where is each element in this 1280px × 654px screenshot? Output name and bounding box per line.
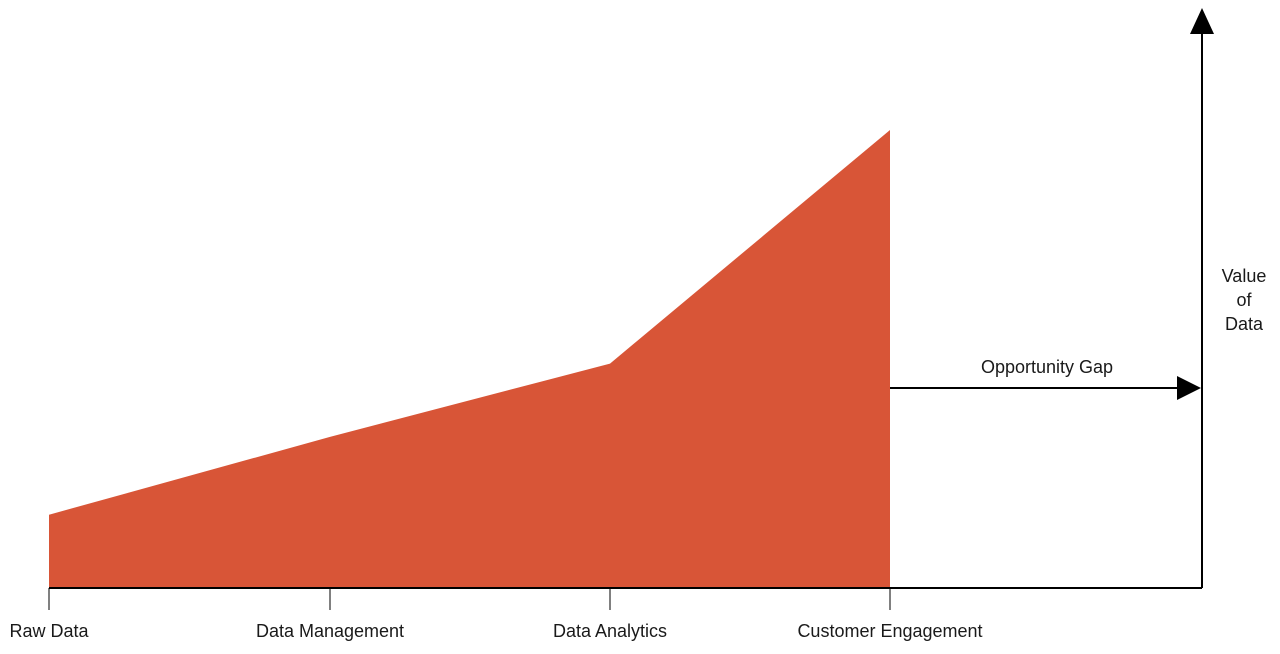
x-tick-label: Customer Engagement <box>797 621 982 641</box>
opportunity-gap-arrowhead <box>1177 376 1201 400</box>
y-axis-label: Data <box>1225 314 1264 334</box>
y-axis-arrowhead <box>1190 8 1214 34</box>
y-axis-label: of <box>1236 290 1252 310</box>
x-tick-label: Data Management <box>256 621 404 641</box>
opportunity-gap-label: Opportunity Gap <box>981 357 1113 377</box>
y-axis-label: Value <box>1222 266 1267 286</box>
x-tick-label: Data Analytics <box>553 621 667 641</box>
x-tick-label: Raw Data <box>9 621 89 641</box>
value-area <box>49 130 890 588</box>
